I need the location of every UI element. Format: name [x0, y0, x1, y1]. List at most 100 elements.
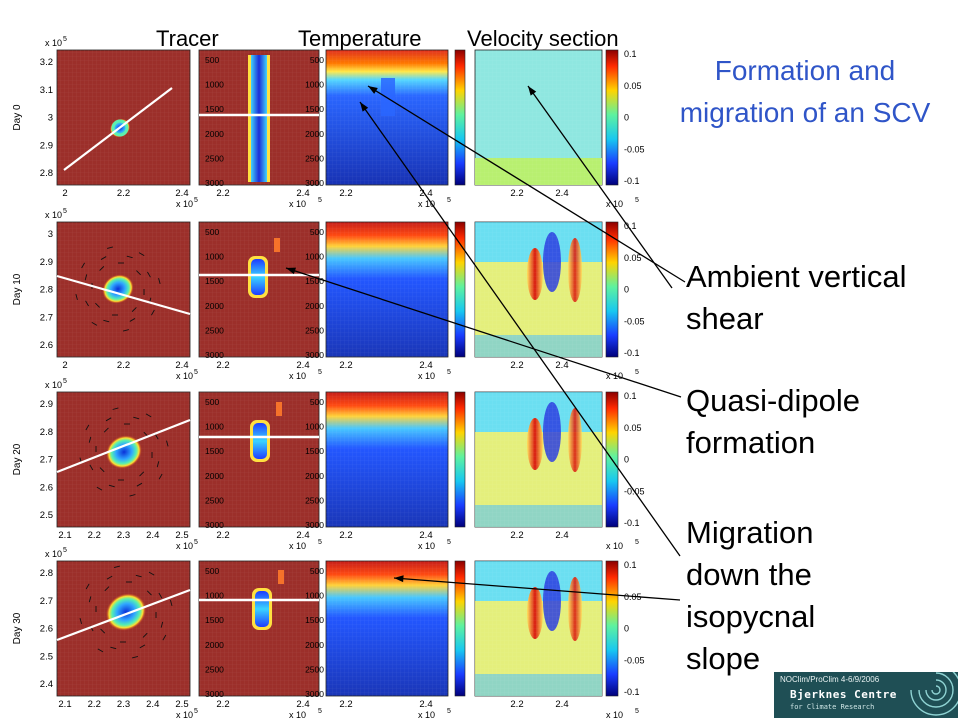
tracer-y-tick: 3	[48, 229, 53, 240]
tracer-x-exponent-power: 5	[194, 197, 198, 204]
panel-row-2: Day 202.92.82.72.62.52.1 2.2 2.3 2.4 2.5x 10…	[12, 378, 645, 551]
temperature-depth-tick: 2500	[305, 664, 324, 674]
velocity-arrow	[158, 592, 163, 599]
temperature-column-header: Temperature	[298, 26, 422, 51]
temperature-depth-tick: 500	[310, 566, 324, 576]
tracer-y-exponent-power: 5	[63, 547, 67, 554]
temperature-depth-tick: 1500	[305, 104, 324, 114]
tracer-y-tick: 3.1	[40, 85, 53, 96]
temperature-depth-tick: 500	[310, 55, 324, 65]
tracer-y-exponent: x 10	[45, 549, 62, 559]
annotation-arrow	[285, 267, 682, 398]
velocity-texture	[475, 222, 602, 357]
temperature-colorbar	[454, 560, 466, 697]
colorbar-tick: 0.1	[624, 391, 637, 401]
tracer-x-tick: 2.2	[88, 699, 101, 710]
temperature-depth-tick: 2500	[305, 495, 324, 505]
velocity-texture	[475, 50, 602, 185]
tracer-y-tick: 2.4	[40, 679, 53, 690]
velocity-x-tick: 2.2	[510, 360, 523, 371]
velocity-arrow	[146, 590, 152, 596]
tracer-y-tick: 2.9	[40, 140, 53, 151]
colorbar-tick: 0.1	[624, 560, 637, 570]
temperature-depth-tick: 3000	[305, 520, 324, 530]
tracer-section-x-tick: 2.2	[216, 530, 229, 541]
tracer-depth-tick: 1000	[205, 80, 224, 90]
velocity-arrow	[110, 646, 117, 650]
colorbar-tick: 0	[624, 624, 629, 634]
annotation-arrowhead	[286, 267, 296, 275]
colorbar-tick: -0.1	[624, 176, 640, 186]
tracer-depth-tick: 2500	[205, 495, 224, 505]
tracer-x-tick: 2.4	[146, 530, 159, 541]
velocity-arrow	[129, 318, 136, 322]
day-label: Day 30	[12, 612, 23, 644]
tracer-section-x-tick: 2.4	[296, 360, 309, 371]
velocity-arrow	[162, 634, 167, 641]
velocity-arrow	[131, 655, 139, 659]
velocity-arrow	[158, 278, 161, 285]
temperature-depth-tick: 2000	[305, 129, 324, 139]
annotation-arrow	[367, 85, 686, 283]
section-line	[56, 418, 191, 474]
velocity-arrow	[145, 413, 152, 418]
velocity-arrow	[89, 464, 94, 471]
tracer-section-x-tick: 2.4	[296, 530, 309, 541]
velocity-arrow	[106, 575, 113, 580]
temperature-depth-tick: 3000	[305, 350, 324, 360]
tracer-depth-tick: 3000	[205, 689, 224, 699]
tracer-depth-tick: 2000	[205, 471, 224, 481]
colorbar-tick: 0	[624, 285, 629, 295]
temperature-x-exponent-power: 5	[447, 197, 451, 204]
temperature-x-exponent-power: 5	[447, 369, 451, 376]
tracer-depth-tick: 500	[205, 55, 219, 65]
velocity-arrow	[138, 252, 145, 257]
tracer-x-exponent: x 10	[176, 199, 193, 209]
temperature-x-tick: 2.4	[419, 360, 432, 371]
temperature-x-tick: 2.2	[339, 699, 352, 710]
tracer-y-exponent-power: 5	[63, 208, 67, 215]
migration-annotation: Migration down the isopycnal slope	[686, 515, 816, 676]
velocity-arrow	[126, 255, 133, 259]
velocity-x-tick: 2.4	[555, 530, 568, 541]
colorbar-tick: -0.05	[624, 316, 645, 326]
colorbar-tick: 0.05	[624, 81, 642, 91]
velocity-arrow	[99, 467, 105, 473]
tracer-depth-tick: 500	[205, 566, 219, 576]
colorbar-tick: -0.1	[624, 348, 640, 358]
tracer-y-tick: 2.5	[40, 510, 53, 521]
velocity-arrow	[84, 274, 88, 281]
velocity-x-exponent: x 10	[606, 541, 623, 551]
tracer-x-tick: 2.1	[58, 530, 71, 541]
day-label: Day 20	[12, 443, 23, 475]
temperature-depth-tick: 2500	[305, 153, 324, 163]
tracer-depth-tick: 1000	[205, 591, 224, 601]
tracer-depth-tick: 500	[205, 397, 219, 407]
tracer-y-exponent: x 10	[45, 380, 62, 390]
tracer-x-tick: 2.3	[117, 530, 130, 541]
colorbar-tick: 0.05	[624, 253, 642, 263]
tracer-x-tick: 2.1	[58, 699, 71, 710]
velocity-arrow	[136, 482, 143, 487]
tracer-depth-tick: 2000	[205, 301, 224, 311]
tracer-y-tick: 3.2	[40, 57, 53, 68]
tracer-y-tick: 2.5	[40, 651, 53, 662]
colorbar-tick: -0.1	[624, 518, 640, 528]
velocity-arrow	[136, 270, 141, 276]
colorbar-tick: 0.1	[624, 221, 637, 231]
tracer-x-exponent: x 10	[176, 541, 193, 551]
velocity-arrow	[103, 427, 109, 433]
tracer-x-tick: 2	[62, 188, 67, 199]
bjerknes-centre-logo: NOClim/ProClim 4-6/9/2006 Bjerknes Centr…	[774, 672, 958, 718]
logo-name: Bjerknes Centre	[790, 688, 897, 701]
tracer-depth-tick: 3000	[205, 520, 224, 530]
tracer-x-tick: 2	[62, 360, 67, 371]
temperature-x-tick: 2.2	[339, 530, 352, 541]
tracer-depth-tick: 1000	[205, 422, 224, 432]
temperature-colorbar	[454, 49, 466, 186]
tracer-section-x-exponent: x 10	[289, 199, 306, 209]
temperature-x-exponent: x 10	[418, 371, 435, 381]
temperature-depth-tick: 1000	[305, 252, 324, 262]
velocity-arrow	[85, 583, 90, 590]
temperature-depth-tick: 3000	[305, 689, 324, 699]
